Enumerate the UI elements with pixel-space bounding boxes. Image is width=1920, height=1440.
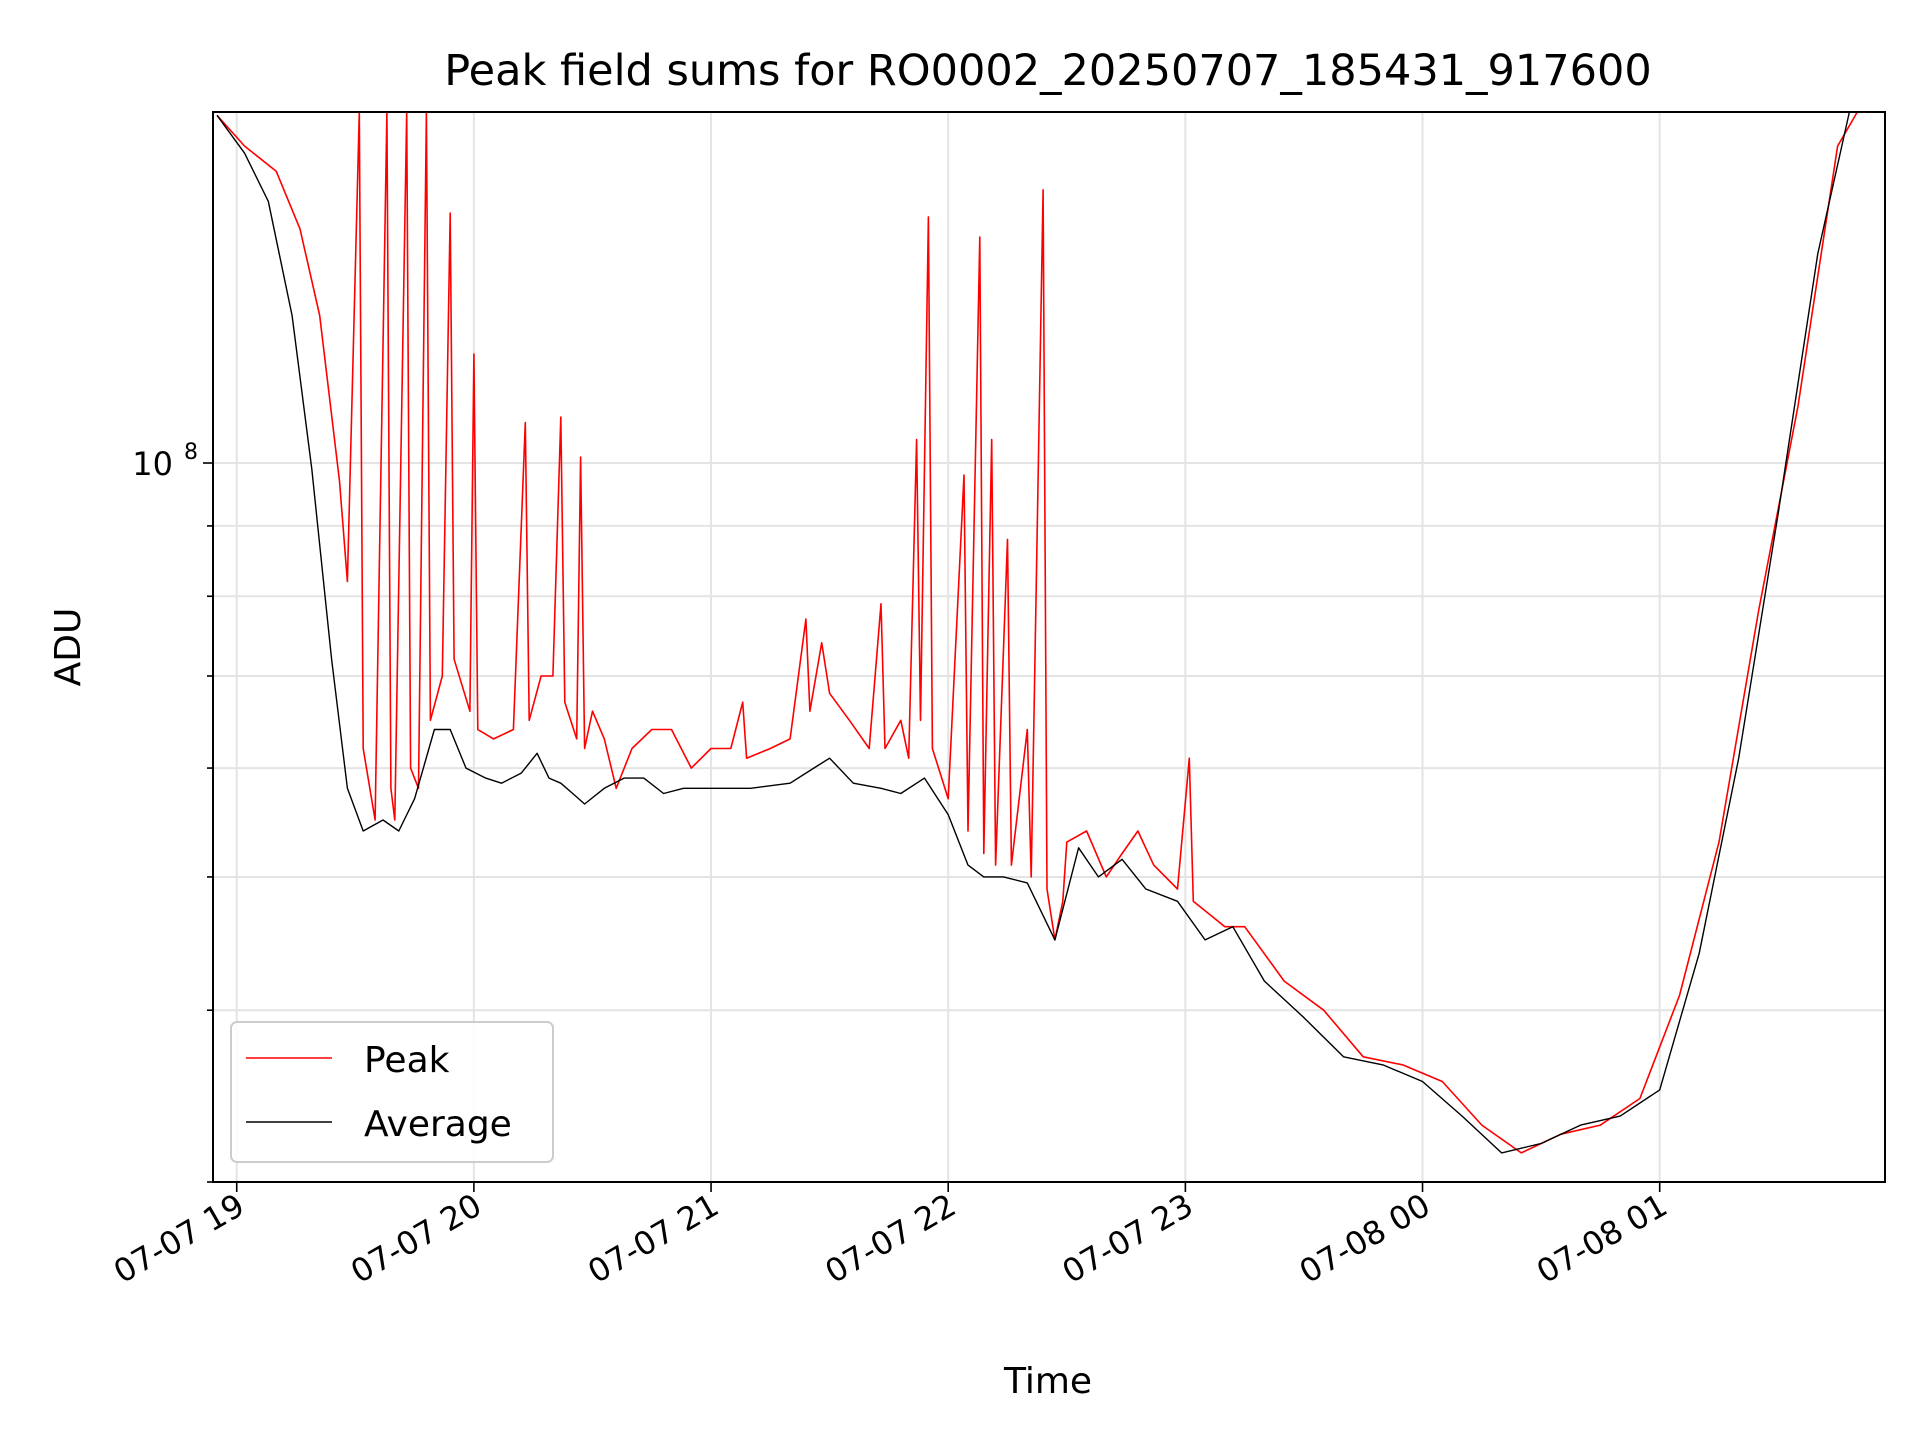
peak-series-line <box>216 111 1885 1154</box>
y-tick-exponent: 8 <box>184 440 198 465</box>
plot-frame <box>212 111 1886 1183</box>
legend: Peak Average <box>230 1021 554 1163</box>
y-axis-label: ADU <box>48 608 89 687</box>
legend-box <box>230 1021 554 1163</box>
series-layer <box>216 111 1885 1154</box>
x-axis-label: Time <box>1003 1361 1092 1402</box>
grid <box>213 112 1885 1183</box>
legend-peak-label: Peak <box>364 1040 450 1081</box>
legend-average-label: Average <box>364 1104 512 1145</box>
average-series-line <box>216 111 1885 1154</box>
chart-title: Peak field sums for RO0002_20250707_1854… <box>444 46 1651 96</box>
y-tick-label: 10 <box>132 445 173 483</box>
